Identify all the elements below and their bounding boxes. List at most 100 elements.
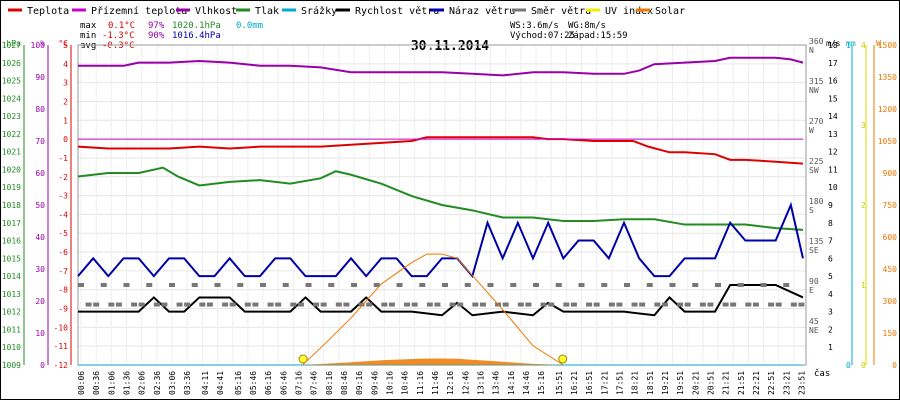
wind-tick-8: 9 bbox=[828, 201, 833, 210]
pressure-axis-tick-0: 1009 bbox=[2, 361, 21, 370]
humidity-axis-tick-10: 100 bbox=[31, 41, 46, 50]
x-tick-44: 22:21 bbox=[752, 371, 761, 395]
wind-tick-17: 18 bbox=[828, 41, 838, 50]
x-tick-41: 20:51 bbox=[706, 371, 715, 395]
legend-label-8: UV index bbox=[605, 6, 653, 17]
winddir-tick-4: 225 bbox=[809, 157, 824, 166]
x-tick-7: 03:36 bbox=[183, 371, 192, 395]
winddir-label-6: NW bbox=[809, 86, 819, 95]
legend-label-6: Náraz větru bbox=[449, 5, 515, 17]
winddir-dot bbox=[328, 283, 335, 287]
uv-marker-1 bbox=[558, 354, 568, 364]
temperature-axis-tick-17: 5 bbox=[63, 41, 68, 50]
wind-tick-3: 4 bbox=[828, 290, 833, 299]
pressure-axis-tick-8: 1017 bbox=[2, 219, 21, 228]
winddir-dot bbox=[419, 283, 426, 287]
x-tick-35: 17:51 bbox=[615, 371, 624, 395]
winddir-dot bbox=[358, 302, 365, 307]
x-tick-1: 00:36 bbox=[92, 371, 101, 395]
winddir-dot bbox=[798, 302, 805, 307]
winddir-dot bbox=[138, 302, 145, 307]
winddir-dot bbox=[191, 283, 198, 287]
winddir-dot bbox=[343, 302, 350, 307]
humidity-axis-tick-6: 60 bbox=[35, 169, 45, 178]
winddir-dot bbox=[631, 302, 638, 307]
pressure-axis-tick-6: 1015 bbox=[2, 254, 21, 263]
stat-max-label: max bbox=[80, 21, 97, 31]
winddir-label-1: E bbox=[809, 286, 814, 295]
winddir-tick-5: 270 bbox=[809, 117, 824, 126]
x-tick-39: 19:51 bbox=[676, 371, 685, 395]
humidity-axis-tick-1: 10 bbox=[35, 329, 45, 338]
winddir-dot bbox=[669, 283, 676, 287]
pressure-axis-tick-18: 1027 bbox=[2, 41, 21, 50]
x-tick-38: 19:21 bbox=[661, 371, 670, 395]
uv-tick-2: 2 bbox=[861, 201, 866, 210]
pressure-axis-unit: hPa bbox=[7, 39, 22, 48]
x-tick-3: 01:36 bbox=[123, 371, 132, 395]
winddir-dot bbox=[396, 283, 403, 287]
wind-tick-1: 2 bbox=[828, 325, 833, 334]
series-solar-bar bbox=[302, 358, 564, 365]
sunrise-info: Východ:07:25 bbox=[510, 31, 575, 41]
wind-tick-11: 12 bbox=[828, 148, 838, 157]
winddir-dot bbox=[525, 302, 532, 307]
winddir-dot bbox=[131, 302, 138, 307]
winddir-dot bbox=[449, 302, 456, 307]
chart-title: 30.11.2014 bbox=[411, 39, 489, 54]
solar-tick-2: 300 bbox=[883, 297, 898, 306]
winddir-dot bbox=[540, 302, 547, 307]
winddir-dot bbox=[153, 302, 160, 307]
series-vlhkost bbox=[78, 56, 804, 77]
humidity-axis-tick-3: 30 bbox=[35, 265, 45, 274]
legend-label-2: Vlhkost bbox=[195, 6, 237, 17]
temperature-axis-tick-7: -5 bbox=[58, 229, 68, 238]
winddir-tick-0: 45 bbox=[809, 317, 819, 326]
x-tick-10: 05:16 bbox=[234, 371, 243, 395]
pressure-axis-tick-1: 1010 bbox=[2, 343, 21, 352]
pressure-axis-tick-3: 1012 bbox=[2, 308, 21, 317]
pressure-axis-tick-9: 1018 bbox=[2, 201, 21, 210]
winddir-dot bbox=[442, 283, 448, 287]
stat-min-press: 1016.4hPa bbox=[172, 31, 221, 41]
winddir-dot bbox=[730, 302, 737, 307]
x-tick-13: 06:46 bbox=[279, 371, 288, 395]
stats-block: max 0.1°C 97% 1020.1hPa 0.0mm min -1.3°C 90% 101… bbox=[80, 21, 628, 51]
x-tick-45: 22:51 bbox=[767, 371, 776, 395]
x-tick-26: 13:16 bbox=[476, 371, 485, 395]
winddir-dot bbox=[517, 302, 524, 307]
winddir-dot bbox=[93, 302, 100, 307]
wind-tick-12: 13 bbox=[828, 130, 838, 139]
humidity-axis-unit: % bbox=[40, 39, 45, 48]
winddir-dot bbox=[570, 302, 577, 307]
temperature-axis-tick-5: -7 bbox=[58, 267, 68, 276]
winddir-tick-2: 135 bbox=[809, 237, 824, 246]
temperature-axis-tick-0: -12 bbox=[54, 361, 69, 370]
winddir-dot bbox=[533, 283, 539, 287]
series-solar-line bbox=[302, 253, 564, 366]
winddir-dot bbox=[510, 283, 517, 287]
winddir-label-0: NE bbox=[809, 326, 819, 335]
winddir-dot bbox=[457, 302, 464, 307]
winddir-dot bbox=[616, 302, 623, 307]
solar-tick-1: 150 bbox=[883, 329, 898, 338]
winddir-dot bbox=[411, 302, 418, 307]
wind-tick-2: 3 bbox=[828, 308, 833, 317]
wind-gust-info: WG:8m/s bbox=[568, 21, 606, 31]
uv-tick-3: 3 bbox=[861, 121, 866, 130]
humidity-axis-tick-7: 70 bbox=[35, 137, 45, 146]
winddir-dot bbox=[639, 302, 646, 307]
winddir-dot bbox=[464, 283, 471, 287]
pressure-axis-tick-15: 1024 bbox=[2, 94, 21, 103]
legend-label-3: Tlak bbox=[255, 6, 279, 17]
winddir-dot bbox=[601, 283, 608, 287]
x-tick-4: 02:06 bbox=[138, 371, 147, 395]
winddir-dot bbox=[677, 302, 684, 307]
x-tick-16: 08:16 bbox=[325, 371, 334, 395]
x-tick-21: 10:46 bbox=[401, 371, 410, 395]
temperature-axis-tick-6: -6 bbox=[58, 248, 68, 257]
winddir-dot bbox=[320, 302, 327, 307]
winddir-dot bbox=[563, 302, 570, 307]
humidity-axis-tick-2: 20 bbox=[35, 297, 45, 306]
